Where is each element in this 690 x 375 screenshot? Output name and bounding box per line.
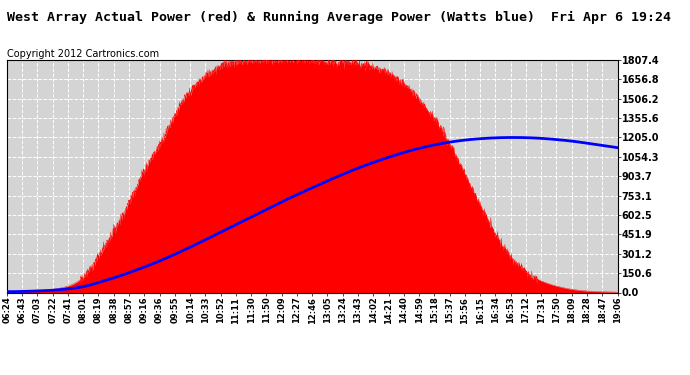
Text: West Array Actual Power (red) & Running Average Power (Watts blue)  Fri Apr 6 19: West Array Actual Power (red) & Running … bbox=[7, 11, 671, 24]
Text: Copyright 2012 Cartronics.com: Copyright 2012 Cartronics.com bbox=[7, 49, 159, 59]
